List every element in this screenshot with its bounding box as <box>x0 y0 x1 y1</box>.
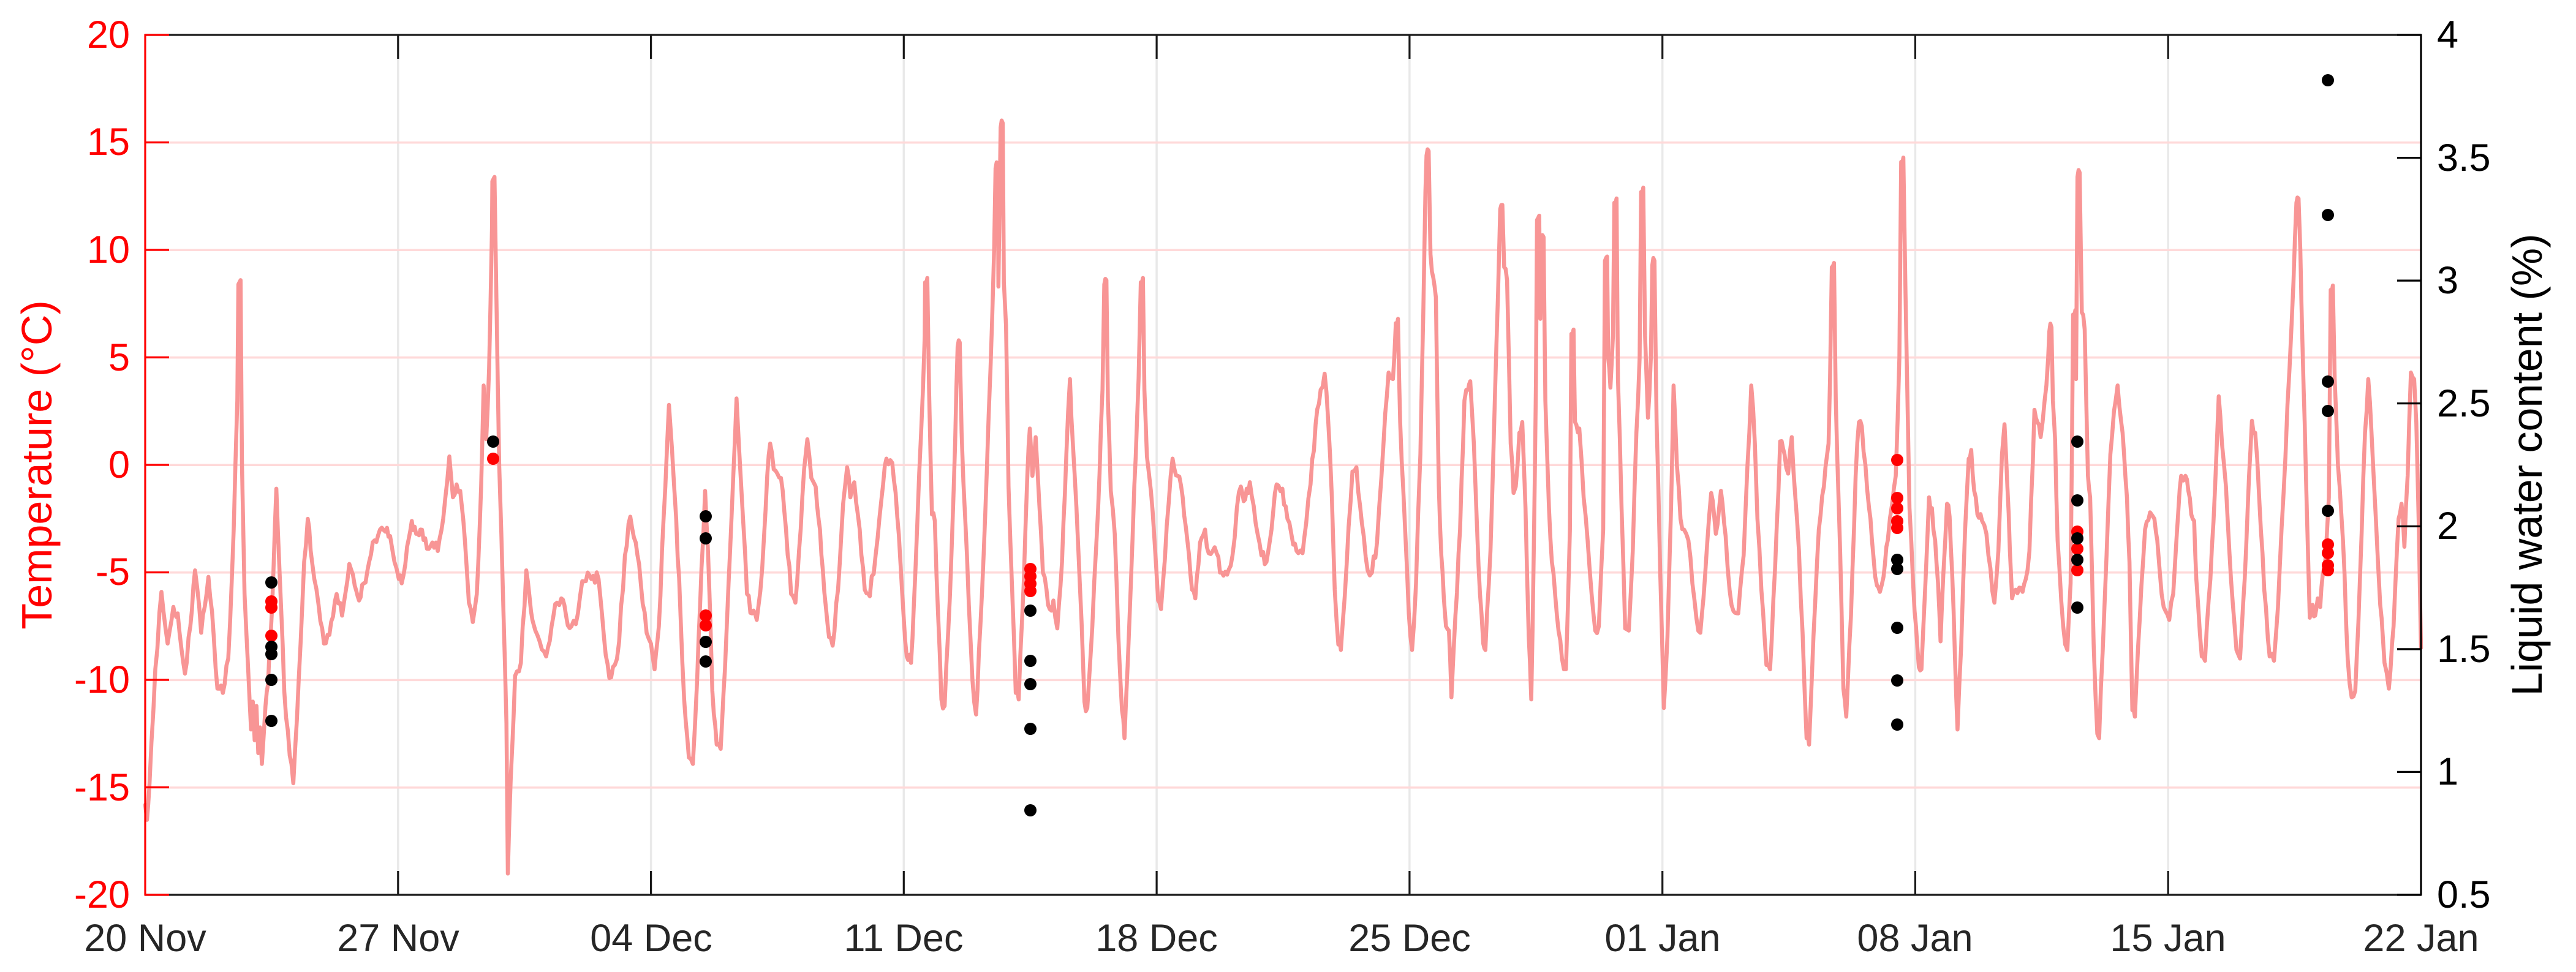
svg-text:22 Jan: 22 Jan <box>2363 917 2479 960</box>
svg-text:08 Jan: 08 Jan <box>1857 917 1973 960</box>
svg-text:0.5: 0.5 <box>2437 873 2491 916</box>
svg-text:-10: -10 <box>74 658 130 701</box>
svg-text:-15: -15 <box>74 766 130 809</box>
svg-text:3: 3 <box>2437 259 2458 302</box>
svg-text:18 Dec: 18 Dec <box>1095 917 1218 960</box>
svg-text:-20: -20 <box>74 873 130 916</box>
svg-text:27 Nov: 27 Nov <box>337 917 459 960</box>
svg-text:01 Jan: 01 Jan <box>1604 917 1720 960</box>
svg-text:-5: -5 <box>96 551 130 593</box>
svg-text:1: 1 <box>2437 750 2458 793</box>
svg-text:20: 20 <box>87 13 130 56</box>
svg-text:0: 0 <box>108 443 130 486</box>
svg-text:2.5: 2.5 <box>2437 382 2491 425</box>
svg-text:2: 2 <box>2437 505 2458 548</box>
svg-text:Temperature (°C): Temperature (°C) <box>13 300 61 630</box>
svg-text:10: 10 <box>87 228 130 271</box>
svg-text:1.5: 1.5 <box>2437 628 2491 671</box>
svg-text:4: 4 <box>2437 13 2458 56</box>
svg-text:Liquid water content (%): Liquid water content (%) <box>2503 234 2551 696</box>
svg-text:20 Nov: 20 Nov <box>84 917 206 960</box>
svg-text:11 Dec: 11 Dec <box>844 917 964 960</box>
svg-text:5: 5 <box>108 336 130 379</box>
svg-text:15 Jan: 15 Jan <box>2110 917 2226 960</box>
svg-text:25 Dec: 25 Dec <box>1348 917 1471 960</box>
svg-text:04 Dec: 04 Dec <box>590 917 712 960</box>
svg-text:15: 15 <box>87 121 130 164</box>
svg-text:3.5: 3.5 <box>2437 137 2491 179</box>
